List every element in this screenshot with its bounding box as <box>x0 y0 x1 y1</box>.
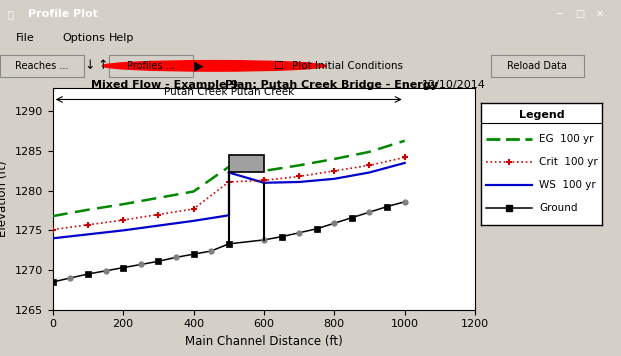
Text: Crit  100 yr: Crit 100 yr <box>540 157 598 167</box>
FancyBboxPatch shape <box>109 55 193 77</box>
Text: EG  100 yr: EG 100 yr <box>540 134 594 143</box>
Text: WS  100 yr: WS 100 yr <box>540 180 596 190</box>
Text: Putah Creek Putah Creek: Putah Creek Putah Creek <box>163 87 294 97</box>
Text: ─: ─ <box>556 9 562 19</box>
Text: File: File <box>16 33 34 43</box>
Text: Reload Data: Reload Data <box>507 61 567 71</box>
FancyBboxPatch shape <box>0 55 84 77</box>
Y-axis label: Elevation (ft): Elevation (ft) <box>0 160 9 237</box>
Text: ▶: ▶ <box>194 59 204 72</box>
Text: ↑: ↑ <box>97 59 107 72</box>
Bar <box>229 155 264 172</box>
Text: Profile Plot: Profile Plot <box>28 9 98 19</box>
X-axis label: Main Channel Distance (ft): Main Channel Distance (ft) <box>185 335 343 348</box>
Text: Reaches ...: Reaches ... <box>16 61 68 71</box>
Text: ✕: ✕ <box>596 9 604 19</box>
Text: Legend: Legend <box>519 110 564 120</box>
Text: Profiles ...: Profiles ... <box>127 61 175 71</box>
Text: 📊: 📊 <box>7 9 13 19</box>
Text: Ground: Ground <box>540 203 578 213</box>
Text: ↓: ↓ <box>85 59 95 72</box>
Text: Help: Help <box>109 33 134 43</box>
Text: Mixed Flow - Example 9: Mixed Flow - Example 9 <box>91 80 238 90</box>
Text: 12/10/2014: 12/10/2014 <box>422 80 486 90</box>
Text: Plan: Putah Creek Bridge - Energy: Plan: Putah Creek Bridge - Energy <box>225 80 438 90</box>
Text: Options: Options <box>62 33 105 43</box>
Text: □: □ <box>575 9 584 19</box>
Text: ☐: ☐ <box>273 61 283 71</box>
Circle shape <box>102 61 326 71</box>
Text: Plot Initial Conditions: Plot Initial Conditions <box>292 61 403 71</box>
FancyBboxPatch shape <box>491 55 584 77</box>
